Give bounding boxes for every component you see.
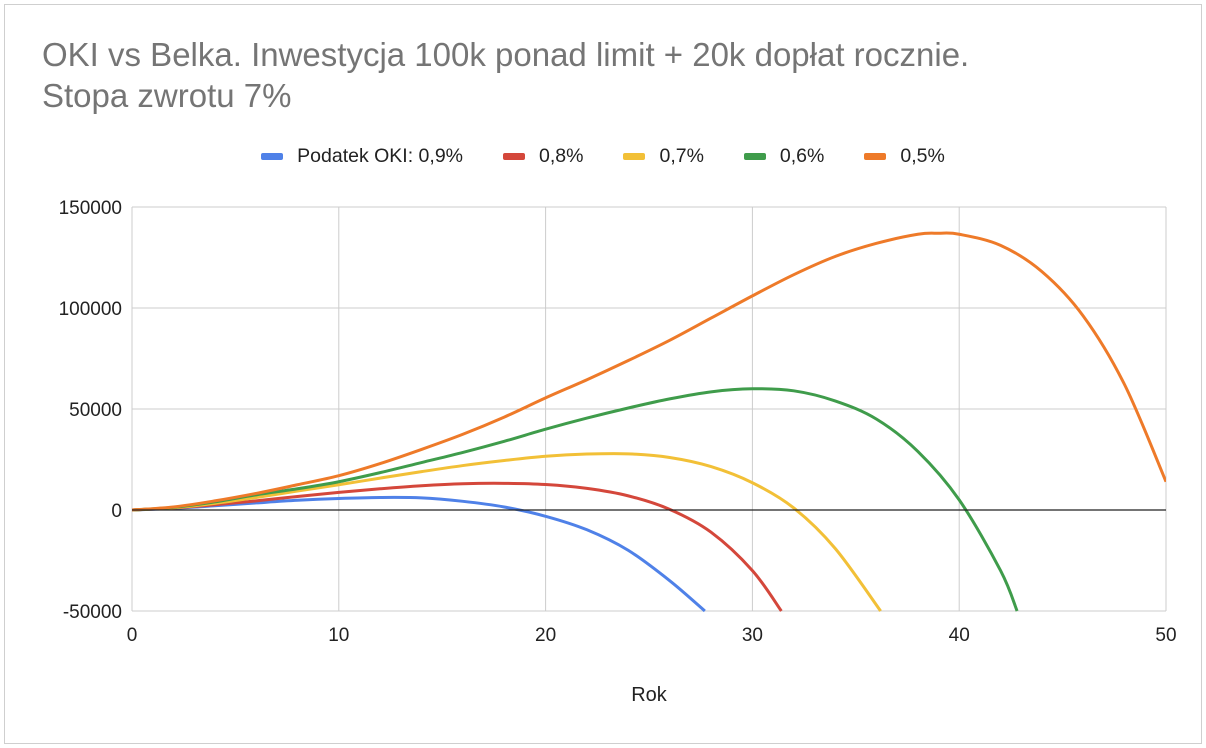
legend-item-4: 0,5% xyxy=(864,144,945,168)
x-tick-label: 50 xyxy=(1155,625,1176,646)
legend-swatch xyxy=(503,152,526,160)
legend-label: 0,8% xyxy=(539,144,584,167)
x-tick-labels: 0 10 20 30 40 50 xyxy=(127,625,1177,646)
legend-label: 0,7% xyxy=(659,144,704,167)
chart-title: OKI vs Belka. Inwestycja 100k ponad limi… xyxy=(42,34,1192,116)
series-line-2 xyxy=(132,452,882,612)
legend-swatch xyxy=(743,152,766,160)
legend-item-2: 0,7% xyxy=(623,144,704,168)
y-tick-labels: 150000 100000 50000 0 -50000 xyxy=(59,198,122,623)
chart-title-line-1: OKI vs Belka. Inwestycja 100k ponad limi… xyxy=(42,36,970,73)
series-line-1 xyxy=(132,481,783,612)
legend-label: 0,5% xyxy=(900,144,945,167)
legend-item-0: Podatek OKI: 0,9% xyxy=(261,145,463,168)
series-lines xyxy=(132,231,1166,613)
legend-label: Podatek OKI: 0,9% xyxy=(297,144,464,167)
y-tick-label: 150000 xyxy=(59,198,122,219)
legend-label: 0,6% xyxy=(779,144,825,167)
x-tick-label: 40 xyxy=(949,625,970,646)
series-line-0 xyxy=(132,495,706,613)
legend-item-1: 0,8% xyxy=(503,145,583,168)
x-tick-label: 30 xyxy=(742,625,763,646)
x-tick-label: 10 xyxy=(328,625,349,646)
legend-swatch xyxy=(864,152,887,160)
x-axis-label: Rok xyxy=(631,684,668,706)
x-tick-label: 20 xyxy=(535,625,556,646)
y-tick-label: 0 xyxy=(111,501,122,522)
y-tick-label: -50000 xyxy=(63,602,122,623)
chart-legend: Podatek OKI: 0,9% 0,8% 0,7% 0,6% 0,5% xyxy=(0,143,1206,169)
y-tick-label: 50000 xyxy=(69,400,122,421)
series-line-3 xyxy=(132,387,1019,612)
y-tick-label: 100000 xyxy=(59,299,122,320)
chart-title-line-2: Stopa zwrotu 7% xyxy=(42,77,292,114)
legend-swatch xyxy=(261,152,284,160)
grid-lines xyxy=(131,206,1167,612)
x-tick-label: 0 xyxy=(127,625,138,646)
legend-item-3: 0,6% xyxy=(743,144,825,168)
legend-swatch xyxy=(623,152,646,160)
series-line-4 xyxy=(132,231,1166,512)
